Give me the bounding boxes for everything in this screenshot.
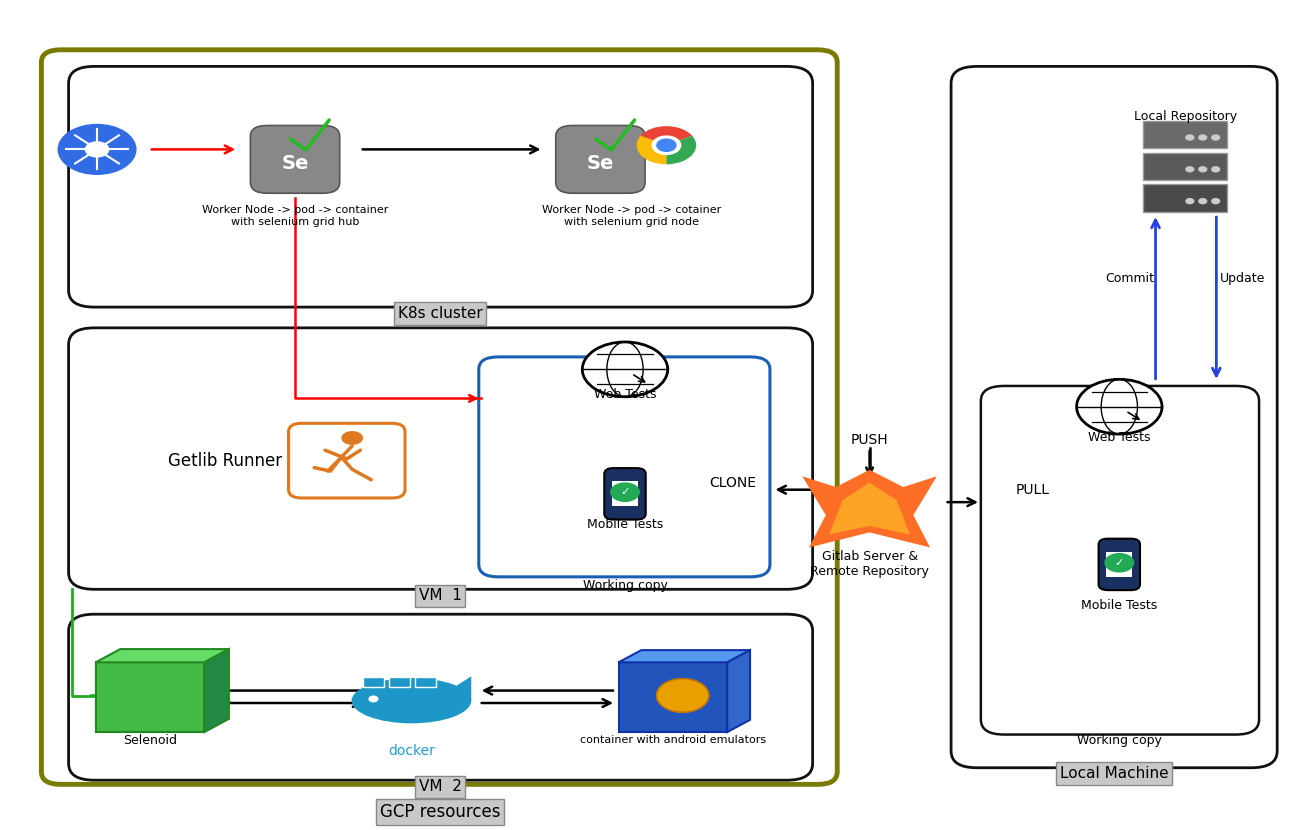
Circle shape	[369, 696, 378, 701]
Bar	[612, 481, 638, 506]
Polygon shape	[204, 649, 229, 732]
Circle shape	[1185, 167, 1194, 172]
Polygon shape	[829, 483, 910, 535]
Text: Working copy: Working copy	[582, 579, 668, 592]
Text: Worker Node -> pod -> container
with selenium grid hub: Worker Node -> pod -> container with sel…	[202, 205, 388, 227]
Text: Web Tests: Web Tests	[1088, 431, 1150, 444]
Bar	[388, 677, 410, 686]
Text: ✓: ✓	[620, 487, 630, 497]
Bar	[415, 677, 436, 686]
Circle shape	[342, 431, 364, 445]
Circle shape	[1105, 554, 1134, 572]
Bar	[1144, 120, 1228, 149]
Text: container with android emulators: container with android emulators	[580, 735, 766, 745]
FancyBboxPatch shape	[604, 468, 646, 520]
Text: PULL: PULL	[1016, 483, 1049, 496]
Circle shape	[1185, 135, 1194, 140]
Text: Mobile Tests: Mobile Tests	[1082, 599, 1157, 613]
Polygon shape	[727, 650, 751, 732]
Text: PUSH: PUSH	[850, 433, 889, 447]
Text: Se: Se	[281, 154, 309, 173]
Wedge shape	[637, 135, 666, 164]
Text: CLONE: CLONE	[709, 476, 756, 490]
Text: ✓: ✓	[1114, 558, 1124, 568]
Text: Commit: Commit	[1105, 271, 1154, 285]
Circle shape	[656, 679, 709, 712]
Bar	[362, 677, 384, 686]
Text: Gitlab Server &
Remote Repository: Gitlab Server & Remote Repository	[810, 550, 929, 579]
Wedge shape	[641, 126, 692, 145]
FancyBboxPatch shape	[1099, 539, 1140, 590]
Text: Local Repository: Local Repository	[1134, 110, 1237, 123]
FancyBboxPatch shape	[556, 125, 644, 193]
Text: Working copy: Working copy	[1077, 734, 1162, 747]
Text: GCP resources: GCP resources	[379, 803, 501, 821]
Circle shape	[85, 142, 109, 157]
Circle shape	[1185, 198, 1194, 203]
Bar	[1106, 552, 1132, 577]
Polygon shape	[619, 662, 727, 732]
Text: K8s cluster: K8s cluster	[397, 306, 483, 321]
Text: Worker Node -> pod -> cotainer
with selenium grid node: Worker Node -> pod -> cotainer with sele…	[542, 205, 721, 227]
Circle shape	[1198, 198, 1206, 203]
Circle shape	[1211, 135, 1220, 140]
Text: Web Tests: Web Tests	[594, 388, 656, 401]
Wedge shape	[666, 135, 696, 164]
Circle shape	[1198, 135, 1206, 140]
Circle shape	[58, 124, 136, 174]
Text: Local Machine: Local Machine	[1060, 766, 1168, 781]
Circle shape	[1211, 167, 1220, 172]
Text: Getlib Runner: Getlib Runner	[168, 452, 282, 470]
Circle shape	[652, 136, 681, 154]
Circle shape	[1198, 167, 1206, 172]
Bar	[1144, 184, 1228, 212]
FancyBboxPatch shape	[251, 125, 339, 193]
Polygon shape	[802, 470, 937, 548]
Text: Mobile Tests: Mobile Tests	[587, 518, 663, 531]
Circle shape	[611, 483, 639, 501]
Bar	[1144, 153, 1228, 180]
Circle shape	[582, 342, 668, 397]
Text: Selenoid: Selenoid	[123, 734, 177, 747]
Polygon shape	[619, 650, 751, 662]
Text: VM  1: VM 1	[418, 588, 462, 603]
Polygon shape	[96, 649, 229, 662]
Text: Se: Se	[586, 154, 615, 173]
Ellipse shape	[352, 678, 471, 723]
Polygon shape	[449, 676, 471, 701]
Polygon shape	[96, 662, 204, 732]
Circle shape	[657, 139, 675, 151]
Text: docker: docker	[388, 745, 435, 758]
Circle shape	[1077, 379, 1162, 434]
Circle shape	[1211, 198, 1220, 203]
Text: VM  2: VM 2	[418, 779, 462, 794]
Text: Update: Update	[1219, 271, 1266, 285]
